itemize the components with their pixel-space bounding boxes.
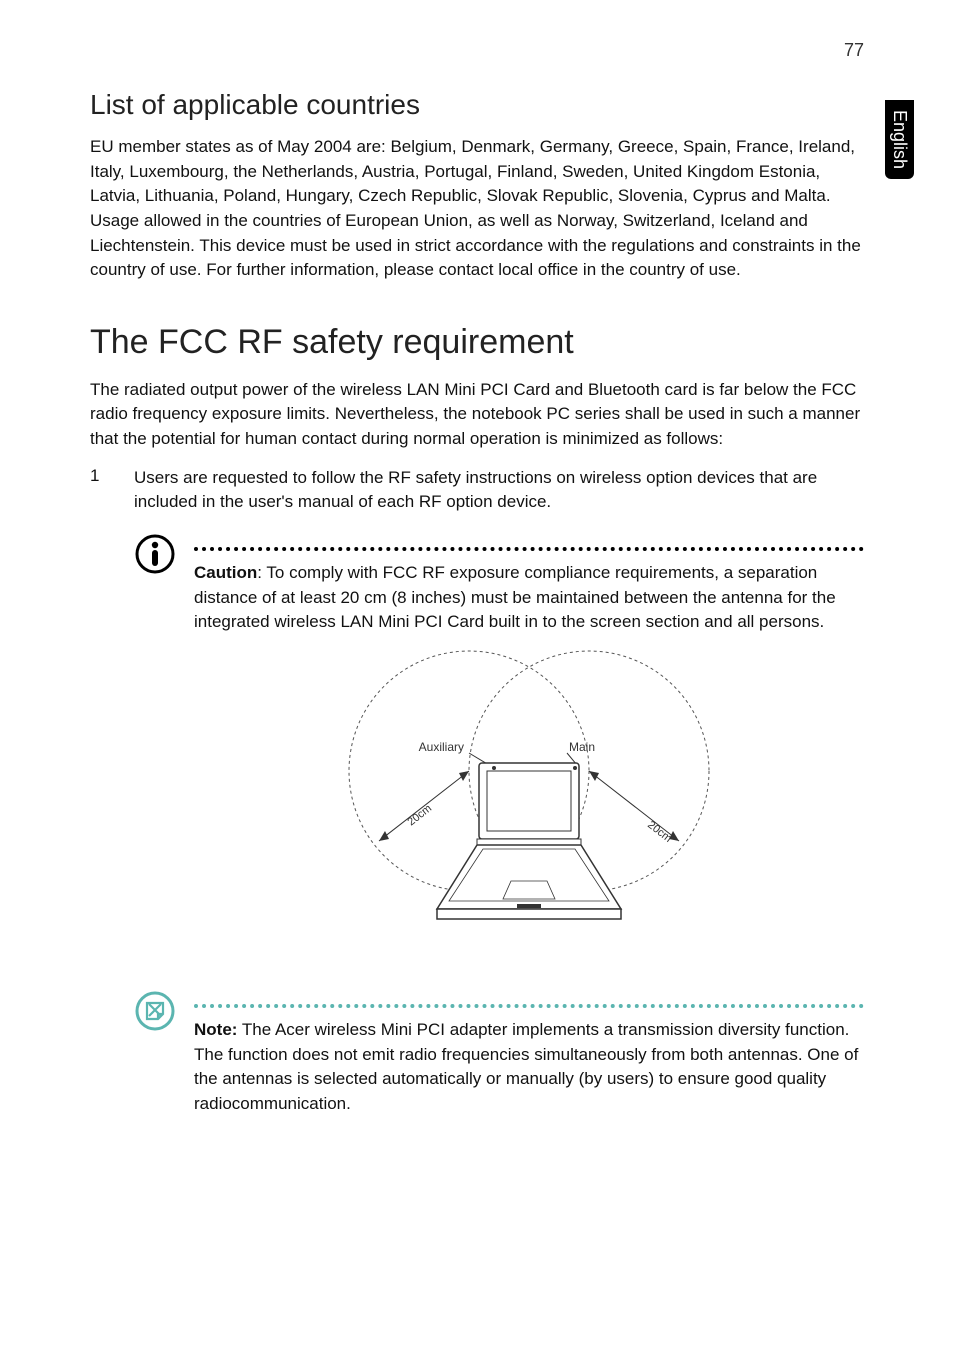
caution-label: Caution (194, 563, 257, 582)
list-text: Users are requested to follow the RF saf… (134, 466, 864, 515)
heading-countries: List of applicable countries (90, 89, 864, 121)
note-divider (194, 1004, 864, 1008)
antenna-diagram: Auxiliary Main (194, 641, 864, 966)
note-body: The Acer wireless Mini PCI adapter imple… (194, 1020, 858, 1113)
note-text: Note: The Acer wireless Mini PCI adapter… (194, 1018, 864, 1117)
diagram-dist-right: 20cm (645, 819, 674, 845)
caution-body: : To comply with FCC RF exposure complia… (194, 563, 836, 631)
diagram-dist-left: 20cm (405, 802, 434, 828)
caution-text: Caution: To comply with FCC RF exposure … (194, 561, 864, 635)
body-countries: EU member states as of May 2004 are: Bel… (90, 135, 864, 283)
caution-divider (194, 547, 864, 551)
caution-icon (134, 533, 176, 575)
list-number: 1 (90, 466, 110, 515)
note-label: Note: (194, 1020, 237, 1039)
language-tab: English (885, 100, 914, 179)
heading-fcc: The FCC RF safety requirement (90, 323, 864, 362)
diagram-label-right: Main (569, 740, 595, 754)
caution-callout: Caution: To comply with FCC RF exposure … (134, 533, 864, 972)
note-icon (134, 990, 176, 1032)
list-item-1: 1 Users are requested to follow the RF s… (90, 466, 864, 515)
page-number: 77 (90, 40, 864, 61)
note-callout: Note: The Acer wireless Mini PCI adapter… (134, 990, 864, 1117)
diagram-label-left: Auxiliary (419, 740, 464, 754)
body-fcc-intro: The radiated output power of the wireles… (90, 378, 864, 452)
